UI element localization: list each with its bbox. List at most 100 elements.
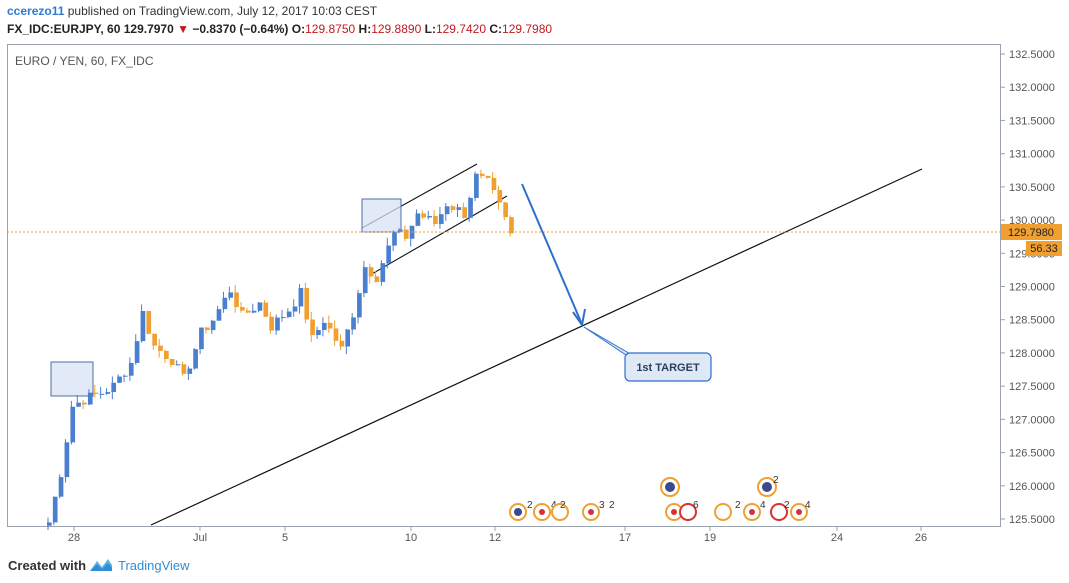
candle-up [275,317,280,331]
channel-lower-line[interactable] [369,195,508,276]
candle-up [392,231,397,246]
chart-area[interactable]: 132.5000 132.0000 131.5000 131.0000 130.5000… [7,44,1062,544]
x-tick-label: Jul [193,532,207,544]
countdown-badge-text: 56.33 [1030,243,1058,255]
candle-down [204,327,210,331]
candle-up [257,302,263,311]
y-tick-label: 132.0000 [1009,82,1055,94]
last-price: 129.7970 [123,22,174,36]
candle-up [105,392,111,394]
tradingview-logo-icon[interactable] [88,557,114,573]
candle-up [351,317,356,330]
candle-down [240,307,245,311]
event-icon [762,482,772,492]
candle-up [380,263,386,282]
candle-down [333,328,339,341]
candle-up [123,375,128,377]
economic-events[interactable]: 2 4 2 3 2 6 2 4 2 2 [509,475,811,521]
close-label: C: [489,22,503,36]
consolidation-box-2[interactable] [361,198,402,233]
chart-title: EURO / YEN, 60, FX_IDC [15,54,154,68]
price-axis[interactable]: 132.5000 132.0000 131.5000 131.0000 130.5000… [1000,49,1055,526]
candle-up [210,320,216,331]
candle-up [117,376,122,383]
price-chart[interactable]: 132.5000 132.0000 131.5000 131.0000 130.5000… [7,44,1062,544]
chart-background [7,44,1062,544]
time-axis[interactable]: 28 Jul 5 10 12 17 19 24 26 [68,527,927,544]
candle-up [468,197,473,218]
event-icon[interactable] [714,503,732,521]
event-icon[interactable] [551,503,569,521]
support-trendline[interactable] [150,168,923,526]
high-value: 129.8890 [371,22,422,36]
current-price-badge [1001,224,1062,240]
candle-up [474,173,479,198]
target-callout[interactable] [624,352,712,382]
candle-up [128,362,134,376]
candle-down [450,206,456,210]
event-icon[interactable] [679,503,697,521]
candle-up [216,309,222,321]
candle-down [491,177,497,191]
candle-up [357,293,362,318]
y-tick-label: 128.5000 [1009,315,1055,327]
y-tick-label: 130.5000 [1009,182,1055,194]
candle-up [64,442,70,478]
candle-down [269,316,274,331]
candle-down [263,302,269,317]
candle-up [87,392,93,405]
candle-up [444,206,450,215]
event-icon[interactable] [770,503,788,521]
candle-down [234,292,239,308]
x-tick-label: 12 [489,532,501,544]
candle-up [76,402,81,407]
created-with-label: Created with [8,558,87,573]
x-tick-label: 17 [619,532,631,544]
candle-series [47,169,514,531]
candle-down [304,288,310,320]
low-value: 129.7420 [435,22,486,36]
event-count: 3 [599,500,605,511]
event-icon [749,509,755,515]
candle-down [158,345,163,351]
candle-up [415,213,421,226]
tradingview-brand-link[interactable]: TradingView [118,558,190,573]
candle-down [374,276,380,282]
x-tick-label: 5 [282,532,288,544]
candle-up [362,267,368,294]
candle-down [310,319,315,336]
candle-up [345,329,351,347]
event-count: 2 [609,500,615,511]
ohlc-line: FX_IDC:EURJPY, 60 129.7970 ▼ −0.8370 (−0… [7,22,552,36]
event-icon [796,509,802,515]
forecast-arrow[interactable] [521,183,582,323]
candle-up [175,364,181,366]
candle-up [321,322,327,331]
event-icon [671,509,677,515]
event-count: 6 [693,500,699,511]
candle-down [497,190,503,203]
candle-up [298,288,304,307]
open-label: O: [291,22,306,36]
candle-down [146,311,152,334]
candle-up [70,406,76,443]
arrow-head-icon [572,308,586,328]
candle-down [503,202,508,218]
author-link[interactable]: ccerezo11 [7,4,65,18]
event-count: 4 [805,500,811,511]
event-count: 2 [784,500,790,511]
candle-up [228,292,234,298]
candle-up [292,306,298,312]
candle-down [462,207,468,218]
candle-up [398,229,403,232]
y-tick-label: 126.0000 [1009,481,1055,493]
event-count: 4 [760,500,766,511]
candle-up [99,393,105,395]
open-value: 129.8750 [305,22,356,36]
candle-up [140,311,146,342]
candle-down [245,310,251,313]
consolidation-box-1[interactable] [50,361,94,397]
candle-down [164,350,169,360]
high-label: H: [358,22,372,36]
y-tick-label: 127.0000 [1009,414,1055,426]
